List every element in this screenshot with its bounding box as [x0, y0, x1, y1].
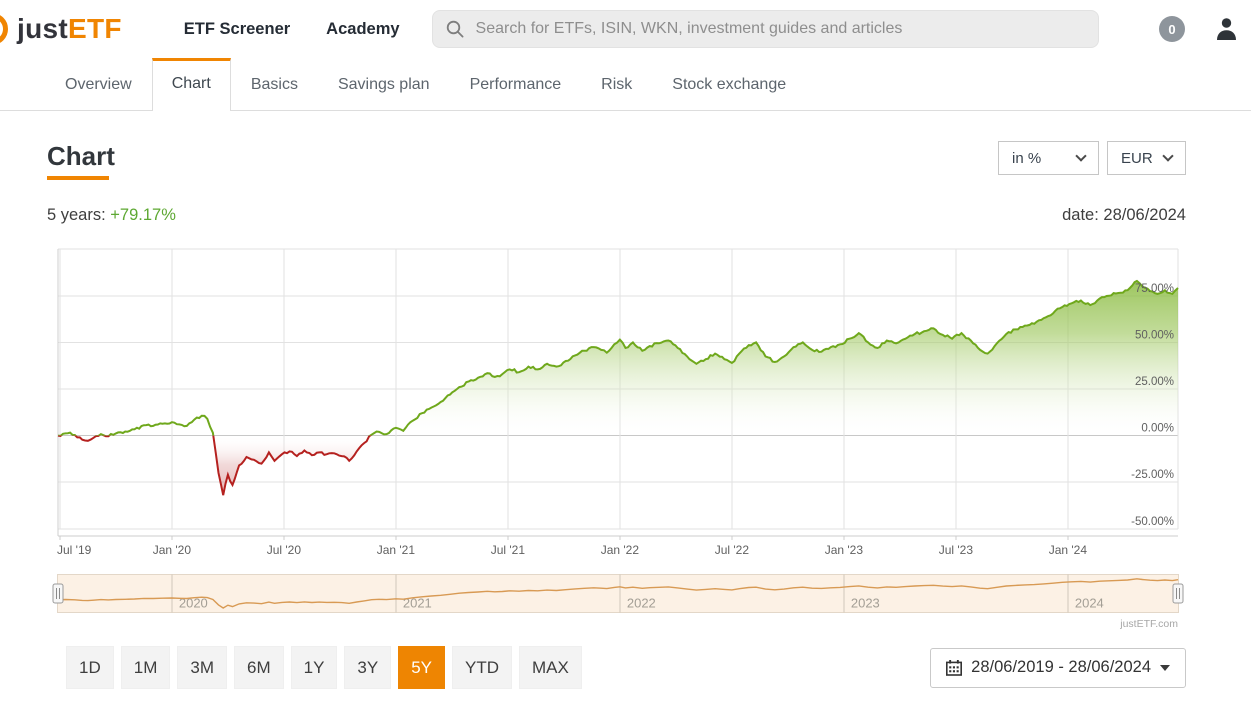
- x-tick-label: Jan '20: [153, 543, 192, 557]
- period-return: 5 years: +79.17%: [47, 206, 176, 225]
- title-underline: [47, 176, 109, 180]
- x-tick-label: Jul '20: [267, 543, 302, 557]
- y-tick-label: 0.00%: [1141, 423, 1174, 435]
- range-button-1d[interactable]: 1D: [66, 646, 114, 689]
- chart-credit: justETF.com: [1119, 618, 1178, 630]
- tab-savings-plan[interactable]: Savings plan: [337, 76, 430, 93]
- range-button-3m[interactable]: 3M: [177, 646, 227, 689]
- x-tick-label: Jan '22: [601, 543, 640, 557]
- range-buttons: 1D 1M 3M 6M 1Y 3Y 5Y YTD MAX: [66, 646, 582, 689]
- search-icon: [446, 20, 464, 38]
- navigator-year-label: 2021: [403, 596, 432, 611]
- navigator-year-label: 2022: [627, 596, 656, 611]
- date-range-picker[interactable]: 28/06/2019 - 28/06/2024: [930, 647, 1186, 688]
- series-line-positive: [57, 279, 1179, 436]
- period-label: 5 years:: [47, 206, 106, 224]
- y-tick-label: 50.00%: [1135, 329, 1174, 341]
- x-tick-label: Jul '23: [939, 543, 974, 557]
- x-tick-label: Jul '22: [715, 543, 750, 557]
- calendar-icon: [946, 659, 963, 676]
- tab-overview[interactable]: Overview: [65, 76, 132, 93]
- currency-select[interactable]: EUR: [1107, 141, 1186, 175]
- navigator-year-label: 2024: [1075, 596, 1104, 611]
- logo-ring-icon: [0, 13, 8, 45]
- series-line-negative: [57, 435, 373, 496]
- navigator-series-line: [57, 578, 1179, 609]
- navigator-year-label: 2020: [179, 596, 208, 611]
- section-tabs: Overview Chart Basics Savings plan Perfo…: [0, 58, 1251, 111]
- logo-text: justETF: [17, 13, 122, 45]
- navigator-year-label: 2023: [851, 596, 880, 611]
- top-header: justETF ETF Screener Academy 0: [0, 0, 1251, 58]
- range-button-3y[interactable]: 3Y: [344, 646, 392, 689]
- tab-basics[interactable]: Basics: [250, 76, 298, 93]
- y-tick-label: 25.00%: [1135, 376, 1174, 388]
- series-area-negative: [58, 435, 371, 496]
- range-button-6m[interactable]: 6M: [233, 646, 284, 689]
- x-tick-label: Jul '19: [57, 543, 92, 557]
- counter-badge[interactable]: 0: [1159, 16, 1185, 42]
- chart-page: Chart in % EUR 5 years: +79.17% date: 28…: [0, 141, 1251, 703]
- y-tick-label: -25.00%: [1131, 469, 1174, 481]
- user-account-button[interactable]: [1215, 17, 1238, 41]
- caret-down-icon: [1160, 664, 1170, 671]
- range-button-max[interactable]: MAX: [519, 646, 582, 689]
- series-area-positive: [58, 280, 1178, 436]
- chevron-down-icon: [1075, 150, 1087, 162]
- y-tick-label: -50.00%: [1131, 516, 1174, 528]
- date-range-value: 28/06/2019 - 28/06/2024: [971, 658, 1151, 676]
- chevron-down-icon: [1162, 150, 1174, 162]
- x-tick-label: Jan '23: [825, 543, 864, 557]
- logo-etf: ETF: [67, 13, 122, 44]
- header-nav: ETF Screener Academy: [184, 20, 400, 39]
- display-mode-value: in %: [1012, 149, 1042, 167]
- navigator-handle-right[interactable]: [1172, 583, 1184, 604]
- display-mode-select[interactable]: in %: [998, 141, 1099, 175]
- range-button-1m[interactable]: 1M: [120, 646, 171, 689]
- navigator-handle-left[interactable]: [52, 583, 64, 604]
- search-bar[interactable]: [431, 10, 1099, 48]
- tab-chart[interactable]: Chart: [151, 58, 231, 111]
- x-tick-label: Jul '21: [491, 543, 526, 557]
- range-button-1y[interactable]: 1Y: [290, 646, 338, 689]
- chart-date: date: 28/06/2024: [1062, 206, 1186, 224]
- y-tick-label: 75.00%: [1135, 283, 1174, 295]
- page-title: Chart: [47, 141, 115, 171]
- x-tick-label: Jan '24: [1049, 543, 1088, 557]
- x-tick-label: Jan '21: [377, 543, 416, 557]
- tab-risk[interactable]: Risk: [601, 76, 633, 93]
- nav-etf-screener[interactable]: ETF Screener: [183, 19, 291, 38]
- range-button-5y[interactable]: 5Y: [398, 646, 445, 689]
- tab-stock-exchange[interactable]: Stock exchange: [672, 76, 787, 93]
- performance-chart[interactable]: justETF75.00%50.00%25.00%0.00%-25.00%-50…: [0, 239, 1251, 569]
- nav-academy[interactable]: Academy: [326, 19, 400, 38]
- user-icon: [1215, 17, 1238, 41]
- currency-value: EUR: [1121, 149, 1153, 167]
- range-button-ytd[interactable]: YTD: [452, 646, 512, 689]
- period-return-value: +79.17%: [110, 206, 176, 224]
- logo-just: just: [17, 13, 68, 44]
- chart-navigator[interactable]: 2020 2021 2022 2023 2024 justETF.com: [0, 569, 1251, 633]
- tab-performance[interactable]: Performance: [469, 76, 562, 93]
- justetf-logo[interactable]: justETF: [0, 13, 122, 45]
- search-input[interactable]: [473, 19, 1085, 39]
